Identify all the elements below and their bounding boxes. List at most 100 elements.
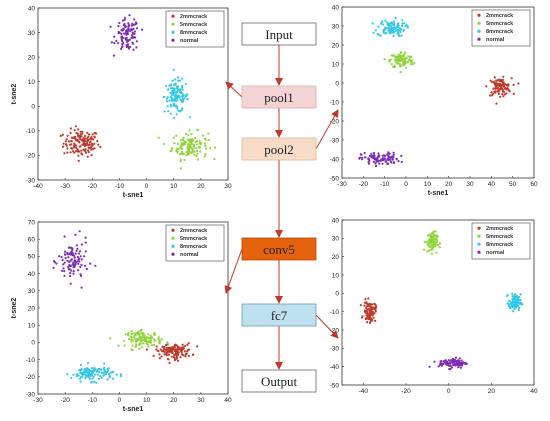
- scatter-point-2mmcrack: [65, 143, 68, 146]
- scatter-point-8mmcrack: [108, 376, 111, 379]
- y-tick-label: 70: [28, 219, 36, 226]
- x-axis-label: t-sne1: [123, 406, 144, 413]
- scatter-point-5mmcrack: [122, 339, 125, 342]
- y-tick-label: -10: [26, 357, 36, 364]
- scatter-point-5mmcrack: [425, 241, 428, 244]
- x-tick-label: 0: [145, 183, 149, 190]
- scatter-point-2mmcrack: [86, 131, 89, 134]
- scatter-point-normal: [128, 38, 131, 41]
- scatter-point-8mmcrack: [103, 373, 107, 376]
- scatter-point-8mmcrack: [174, 82, 177, 85]
- scatter-point-5mmcrack: [181, 150, 184, 154]
- scatter-point-5mmcrack: [405, 61, 408, 64]
- scatter-point-5mmcrack: [409, 60, 413, 63]
- scatter-point-8mmcrack: [181, 88, 184, 91]
- scatter-point-normal: [71, 249, 74, 252]
- scatter-point-8mmcrack: [377, 25, 380, 28]
- legend-label: 5mmcrack: [180, 236, 208, 242]
- scatter-point-2mmcrack: [162, 348, 165, 351]
- scatter-point-normal: [70, 258, 73, 261]
- scatter-point-2mmcrack: [496, 86, 499, 90]
- node-pool2-box: [241, 137, 317, 161]
- scatter-point-2mmcrack: [173, 357, 176, 360]
- scatter-point-8mmcrack: [188, 116, 191, 119]
- x-axis-label: t-sne1: [428, 190, 449, 197]
- y-tick-label: 40: [332, 4, 340, 11]
- scatter-point-8mmcrack: [174, 104, 177, 107]
- node-pool2-label: pool2: [264, 142, 294, 157]
- scatter-point-8mmcrack: [171, 79, 174, 82]
- scatter-point-5mmcrack: [190, 132, 193, 135]
- scatter-point-5mmcrack: [434, 234, 437, 237]
- scatter-point-5mmcrack: [175, 147, 178, 150]
- scatter-point-5mmcrack: [183, 140, 186, 143]
- scatter-point-5mmcrack: [182, 152, 185, 156]
- scatter-point-2mmcrack: [365, 311, 368, 314]
- legend-box: [165, 224, 225, 262]
- scatter-point-normal: [68, 265, 71, 268]
- scatter-point-2mmcrack: [80, 139, 83, 142]
- scatter-point-8mmcrack: [170, 105, 173, 108]
- scatter-point-normal: [79, 250, 82, 253]
- scatter-point-normal: [72, 252, 75, 256]
- scatter-point-8mmcrack: [79, 363, 82, 366]
- legend-marker: [477, 250, 481, 254]
- scatter-point-2mmcrack: [170, 351, 173, 354]
- scatter-point-8mmcrack: [103, 362, 106, 365]
- scatter-point-5mmcrack: [195, 154, 198, 158]
- scatter-point-5mmcrack: [394, 60, 397, 63]
- scatter-point-5mmcrack: [207, 132, 210, 135]
- scatter-point-8mmcrack: [509, 301, 512, 304]
- scatter-point-2mmcrack: [367, 316, 370, 319]
- scatter-point-8mmcrack: [173, 99, 176, 102]
- scatter-point-normal: [70, 269, 73, 272]
- scatter-point-8mmcrack: [394, 27, 397, 30]
- scatter-point-8mmcrack: [91, 381, 94, 384]
- scatter-point-normal: [70, 251, 73, 254]
- scatter-point-5mmcrack: [153, 333, 156, 336]
- scatter-point-normal: [453, 363, 456, 366]
- scatter-point-5mmcrack: [188, 129, 191, 132]
- scatter-point-normal: [370, 152, 373, 155]
- scatter-point-2mmcrack: [87, 149, 90, 152]
- scatter-point-5mmcrack: [149, 339, 152, 342]
- y-tick-label: 20: [28, 54, 36, 61]
- legend-box: [471, 9, 531, 47]
- scatter-point-normal: [113, 41, 116, 45]
- scatter-point-5mmcrack: [391, 54, 394, 57]
- scatter-point-8mmcrack: [83, 370, 86, 373]
- scatter-point-normal: [457, 366, 460, 369]
- node-output: Output: [241, 369, 317, 393]
- scatter-point-8mmcrack: [384, 26, 387, 29]
- scatter-point-normal: [122, 27, 125, 30]
- scatter-point-5mmcrack: [184, 132, 188, 136]
- scatter-point-normal: [112, 54, 116, 57]
- scatter-point-8mmcrack: [383, 28, 387, 31]
- x-tick-label: -10: [115, 183, 125, 190]
- scatter-point-2mmcrack: [490, 91, 493, 94]
- scatter-point-8mmcrack: [394, 17, 397, 20]
- scatter-point-5mmcrack: [423, 248, 426, 251]
- scatter-point-5mmcrack: [438, 242, 442, 245]
- scatter-point-8mmcrack: [179, 88, 182, 91]
- scatter-point-5mmcrack: [209, 147, 212, 150]
- scatter-point-5mmcrack: [149, 341, 153, 344]
- scatter-point-8mmcrack: [386, 23, 389, 26]
- scatter-point-2mmcrack: [367, 297, 370, 300]
- scatter-point-2mmcrack: [71, 150, 75, 153]
- scatter-point-8mmcrack: [115, 373, 118, 376]
- layer-pointer-arrow: [315, 109, 339, 150]
- scatter-point-8mmcrack: [119, 375, 122, 378]
- scatter-point-8mmcrack: [388, 29, 391, 32]
- scatter-point-2mmcrack: [92, 138, 95, 141]
- scatter-point-8mmcrack: [175, 113, 178, 116]
- scatter-point-2mmcrack: [493, 76, 496, 79]
- scatter-point-8mmcrack: [172, 68, 175, 71]
- scatter-point-2mmcrack: [69, 140, 72, 143]
- scatter-point-5mmcrack: [189, 138, 192, 141]
- scatter-point-normal: [120, 35, 124, 38]
- x-axis-label: t-sne1: [123, 192, 144, 199]
- scatter-point-2mmcrack: [158, 353, 161, 356]
- scatter-point-2mmcrack: [369, 318, 372, 321]
- node-input-label: Input: [265, 27, 293, 42]
